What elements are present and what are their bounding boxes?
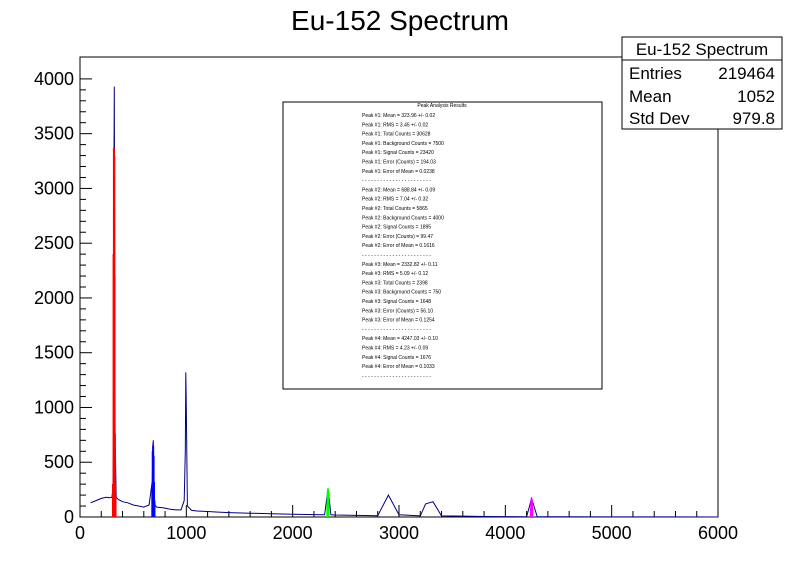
results-line: Peak #2: Signal Counts = 1895 [362, 225, 431, 231]
results-line: Peak #3: Signal Counts = 1648 [362, 299, 431, 305]
y-tick-label: 1500 [34, 343, 74, 363]
stats-mean-label: Mean [629, 87, 672, 106]
results-line: Peak #3: Background Counts = 750 [362, 290, 441, 296]
results-line: Peak #4: RMS = 4.23 +/- 0.09 [362, 346, 428, 352]
stats-stddev-value: 979.8 [732, 109, 775, 128]
peak-2-bar [153, 481, 156, 517]
results-line: Peak #1: Error (Counts) = 194.03 [362, 160, 436, 166]
stats-box: Eu-152 Spectrum Entries 219464 Mean 1052… [621, 36, 783, 130]
axis-ticks: 0 1000 2000 3000 4000 5000 6000 0 500 1000 1500 200… [34, 69, 738, 543]
results-line: Peak #3: Error of Mean = 0.1254 [362, 318, 435, 324]
stats-stddev-label: Std Dev [629, 109, 690, 128]
peak-1-bar [113, 276, 116, 517]
y-tick-label: 0 [64, 507, 74, 527]
x-tick-label: 3000 [379, 523, 419, 543]
results-line: - - - - - - - - - - - - - - - - - - - - … [362, 327, 431, 333]
results-line: Peak #3: Error (Counts) = 56.10 [362, 308, 433, 314]
results-line: Peak #3: Mean = 2332.82 +/- 0.11 [362, 262, 438, 268]
x-tick-label: 5000 [592, 523, 632, 543]
chart-title: Eu-152 Spectrum [291, 5, 509, 36]
x-tick-label: 1000 [166, 523, 206, 543]
results-line: Peak #2: Error (Counts) = 99.47 [362, 234, 433, 240]
y-tick-label: 1000 [34, 397, 74, 417]
y-tick-label: 2000 [34, 288, 74, 308]
stats-title: Eu-152 Spectrum [636, 40, 768, 59]
results-lines: Peak #1: Mean = 323.96 +/- 0.02 Peak #1: … [362, 113, 444, 379]
results-line: Peak #3: RMS = 5.09 +/- 0.12 [362, 271, 428, 277]
results-line: Peak #2: Total Counts = 5865 [362, 206, 428, 212]
stats-box-frame [621, 36, 783, 130]
results-line: Peak #2: Error of Mean = 0.1616 [362, 243, 435, 249]
results-line: Peak #4: Signal Counts = 1676 [362, 355, 431, 361]
results-line: - - - - - - - - - - - - - - - - - - - - … [362, 253, 431, 259]
x-tick-label: 0 [75, 523, 85, 543]
peak-1-bar [113, 433, 116, 517]
results-box: Peak Analysis Results Peak #1: Mean = 32… [282, 101, 603, 390]
results-line: Peak #3: Total Counts = 2398 [362, 280, 428, 286]
y-tick-label: 3500 [34, 124, 74, 144]
results-line: Peak #2: Background Counts = 4000 [362, 215, 444, 221]
y-tick-label: 4000 [34, 69, 74, 89]
stats-entries-value: 219464 [718, 64, 775, 83]
results-line: Peak #4: Error of Mean = 0.1033 [362, 364, 435, 370]
results-line: Peak #1: Total Counts = 30628 [362, 132, 431, 138]
peak-4-bar [531, 508, 534, 517]
x-tick-label: 2000 [273, 523, 313, 543]
results-line: Peak #1: Signal Counts = 23420 [362, 150, 434, 156]
results-title: Peak Analysis Results [417, 103, 467, 109]
peak-3-bar [327, 503, 330, 517]
results-box-frame [282, 101, 603, 390]
peak-1-bar [114, 497, 117, 517]
results-line: Peak #1: Error of Mean = 0.0238 [362, 169, 435, 175]
y-tick-label: 2500 [34, 233, 74, 253]
stats-mean-value: 1052 [737, 87, 775, 106]
x-tick-label: 4000 [485, 523, 525, 543]
peak-2-bar [153, 500, 156, 517]
x-tick-label: 6000 [698, 523, 738, 543]
results-line: Peak #2: RMS = 7.04 +/- 0.32 [362, 197, 428, 203]
results-line: - - - - - - - - - - - - - - - - - - - - … [362, 178, 431, 184]
results-line: Peak #1: Mean = 323.96 +/- 0.02 [362, 113, 435, 119]
y-tick-label: 500 [44, 452, 74, 472]
results-line: - - - - - - - - - - - - - - - - - - - - … [362, 373, 431, 379]
results-line: Peak #1: RMS = 3.45 +/- 0.02 [362, 122, 428, 128]
stats-entries-label: Entries [629, 64, 682, 83]
results-line: Peak #1: Background Counts = 7500 [362, 141, 444, 147]
peak-highlights [111, 147, 534, 518]
results-line: Peak #4: Mean = 4247.03 +/- 0.10 [362, 336, 438, 342]
results-line: Peak #2: Mean = 688.84 +/- 0.09 [362, 187, 435, 193]
y-tick-label: 3000 [34, 178, 74, 198]
